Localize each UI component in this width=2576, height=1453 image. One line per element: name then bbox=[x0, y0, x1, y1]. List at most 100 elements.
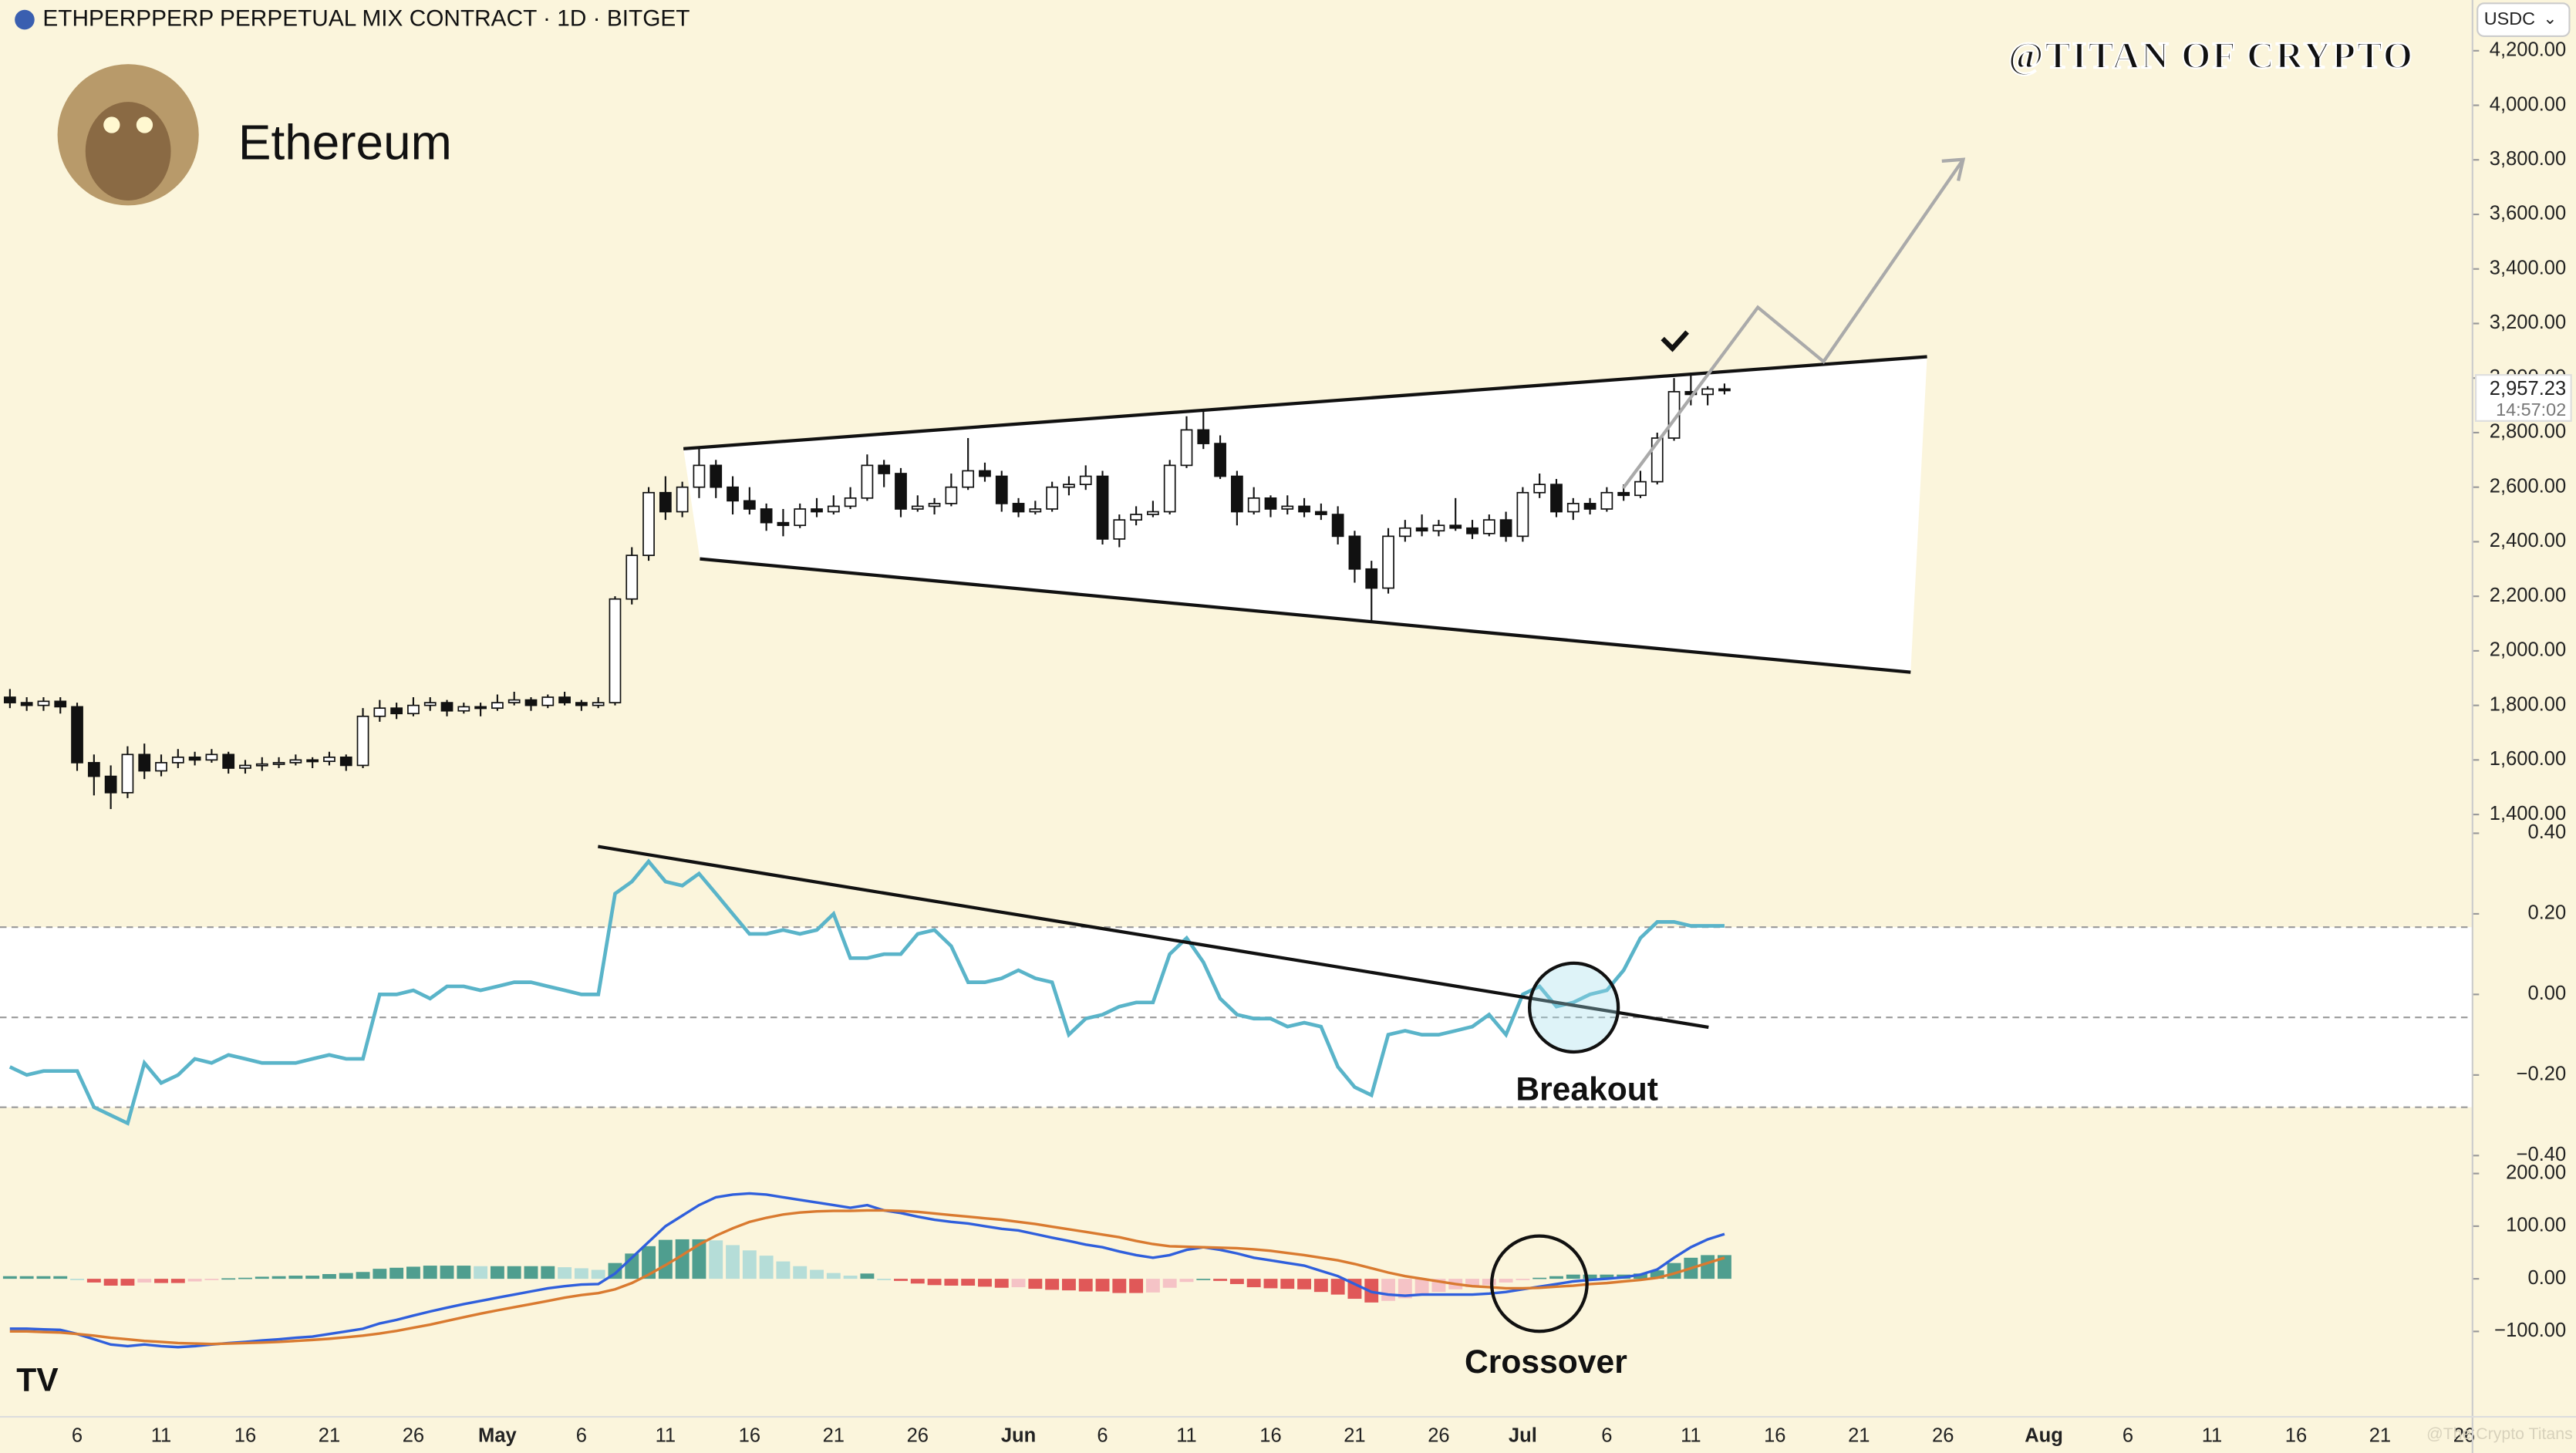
x-tick-label: 11 bbox=[1681, 1424, 1701, 1446]
candle-body bbox=[1180, 429, 1193, 467]
currency[interactable]: USDC bbox=[2484, 8, 2535, 29]
macd-line bbox=[9, 1192, 1725, 1349]
x-tick-label: 6 bbox=[2123, 1424, 2133, 1446]
y-tick-label: 2,000.00 bbox=[2490, 639, 2566, 661]
channel-lower bbox=[700, 557, 1911, 674]
histogram-bar bbox=[1414, 1279, 1429, 1295]
y-tick-label: 4,000.00 bbox=[2490, 93, 2566, 115]
projection bbox=[1621, 158, 1965, 490]
histogram-bar bbox=[1634, 1273, 1647, 1279]
candle-body bbox=[373, 707, 386, 717]
tv-logo: TV bbox=[16, 1362, 59, 1399]
histogram-bar bbox=[574, 1268, 588, 1279]
histogram-bar bbox=[642, 1246, 656, 1279]
histogram-bar bbox=[1532, 1277, 1547, 1279]
avatar bbox=[57, 64, 199, 206]
histogram-bar bbox=[994, 1279, 1009, 1288]
candle-body bbox=[205, 753, 218, 761]
histogram-bar bbox=[1162, 1279, 1177, 1288]
candle-body bbox=[1314, 511, 1327, 515]
histogram-bar bbox=[103, 1279, 118, 1286]
y-tick-label: 3,600.00 bbox=[2490, 203, 2566, 224]
x-tick-label: 21 bbox=[1344, 1424, 1365, 1446]
x-tick-label: 21 bbox=[1848, 1424, 1870, 1446]
histogram-bar bbox=[1112, 1279, 1127, 1293]
histogram-bar bbox=[1263, 1279, 1278, 1289]
currency-button[interactable] bbox=[2477, 2, 2571, 37]
watermark: @TITAN OF CRYPTO bbox=[2008, 34, 2414, 76]
x-tick-label: May bbox=[478, 1424, 517, 1446]
checkmark bbox=[1661, 330, 1689, 352]
avatar-eye bbox=[103, 116, 120, 133]
histogram-bar bbox=[490, 1266, 504, 1279]
plot-area: 1,400.00 1,600.00 1,800.00 2,000.00 2,200.00… bbox=[2, 39, 2572, 1446]
x-tick-label: Aug bbox=[2025, 1424, 2063, 1446]
candle-body bbox=[962, 470, 975, 488]
histogram-bar bbox=[154, 1279, 168, 1283]
y-tick-label: 3,800.00 bbox=[2490, 148, 2566, 170]
candle-body bbox=[356, 715, 369, 767]
x-tick-label: 11 bbox=[1176, 1424, 1197, 1446]
candle-body bbox=[642, 491, 655, 556]
last-price: 2,957.23 bbox=[2490, 378, 2566, 399]
histogram-bar bbox=[894, 1279, 908, 1281]
histogram-bar bbox=[591, 1269, 605, 1279]
histogram-bar bbox=[423, 1266, 437, 1279]
histogram-bar bbox=[305, 1276, 320, 1279]
underlay bbox=[0, 356, 2473, 1108]
currency-caret[interactable]: ⌄ bbox=[2543, 9, 2557, 28]
histogram-bar bbox=[944, 1279, 959, 1286]
candle-body bbox=[457, 706, 470, 712]
candle-body bbox=[339, 756, 352, 767]
candle-body bbox=[1516, 491, 1529, 538]
histogram-bar bbox=[1213, 1279, 1228, 1281]
channel-fill bbox=[683, 356, 1927, 673]
histogram-bar bbox=[170, 1279, 185, 1283]
candle-body bbox=[1583, 503, 1597, 510]
histogram-bar bbox=[322, 1273, 336, 1279]
exchange-icon bbox=[15, 9, 35, 30]
histogram-bar bbox=[742, 1250, 757, 1279]
candle-body bbox=[222, 753, 235, 769]
y-tick-label: −0.40 bbox=[2517, 1144, 2567, 1165]
annotations: Breakout Crossover bbox=[598, 157, 1966, 1381]
candle-body bbox=[541, 696, 555, 706]
candle-body bbox=[306, 759, 319, 763]
histogram-bar bbox=[457, 1266, 471, 1279]
y-tick-label: 1,800.00 bbox=[2490, 693, 2566, 715]
x-tick-label: Jun bbox=[1001, 1424, 1036, 1446]
candle-body bbox=[1079, 475, 1092, 485]
candle-body bbox=[844, 497, 857, 507]
histogram-bar bbox=[776, 1261, 791, 1279]
candle-body bbox=[777, 521, 790, 527]
histogram-bar bbox=[877, 1279, 892, 1280]
candle-body bbox=[1398, 527, 1411, 538]
histogram-bar bbox=[1499, 1279, 1513, 1283]
x-tick-label: 21 bbox=[2369, 1424, 2391, 1446]
histogram-bar bbox=[1179, 1279, 1194, 1283]
crossover-circle bbox=[1490, 1234, 1589, 1333]
histogram-bar bbox=[1600, 1274, 1614, 1279]
y-tick-label: 3,200.00 bbox=[2490, 312, 2566, 333]
candle-body bbox=[323, 756, 335, 762]
candle-body bbox=[558, 696, 571, 703]
x-tick-label: 16 bbox=[234, 1424, 256, 1446]
candle-body bbox=[1063, 484, 1075, 488]
symbol-title: ETHPERPPERP PERPETUAL MIX CONTRACT · 1D … bbox=[42, 5, 690, 31]
candle-body bbox=[37, 700, 50, 706]
histogram-bar bbox=[826, 1273, 841, 1279]
histogram-bar bbox=[541, 1266, 555, 1279]
histogram-bar bbox=[1516, 1279, 1530, 1280]
candle-body bbox=[1096, 475, 1109, 540]
y-tick-label: 200.00 bbox=[2506, 1161, 2566, 1183]
candle-body bbox=[1348, 535, 1361, 570]
histogram-bar bbox=[1313, 1279, 1328, 1293]
histogram-bar bbox=[759, 1256, 774, 1279]
x-tick-label: 11 bbox=[656, 1424, 676, 1446]
candle-body bbox=[507, 699, 521, 703]
histogram-bar bbox=[221, 1278, 236, 1280]
candle-body bbox=[491, 702, 504, 710]
histogram-bar bbox=[692, 1239, 706, 1279]
y-tick-label: 3,400.00 bbox=[2490, 257, 2566, 278]
histogram-bar bbox=[1330, 1279, 1345, 1295]
